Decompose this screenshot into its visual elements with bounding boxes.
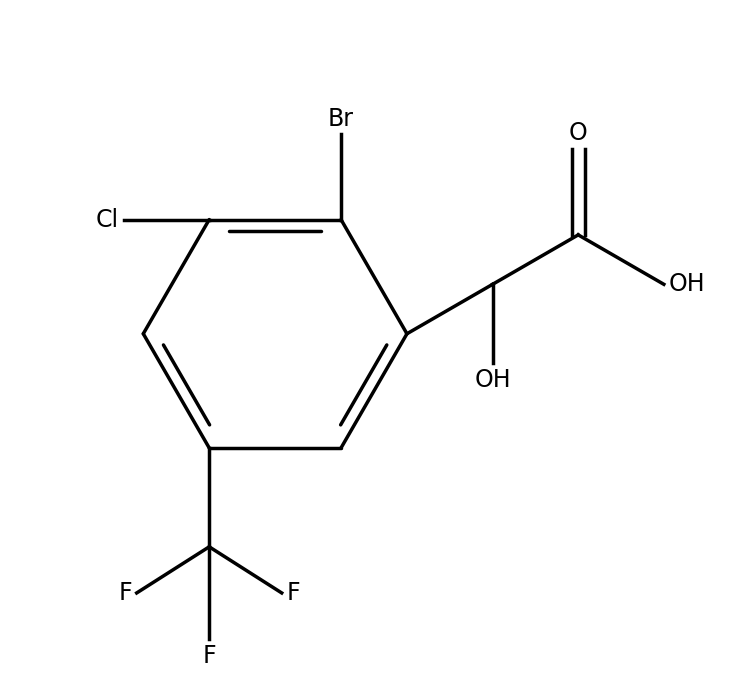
Text: O: O [568,120,588,145]
Text: F: F [286,581,300,605]
Text: F: F [203,644,216,668]
Text: OH: OH [669,272,705,296]
Text: Br: Br [328,107,354,130]
Text: Cl: Cl [96,208,119,232]
Text: F: F [118,581,132,605]
Text: OH: OH [474,368,511,392]
